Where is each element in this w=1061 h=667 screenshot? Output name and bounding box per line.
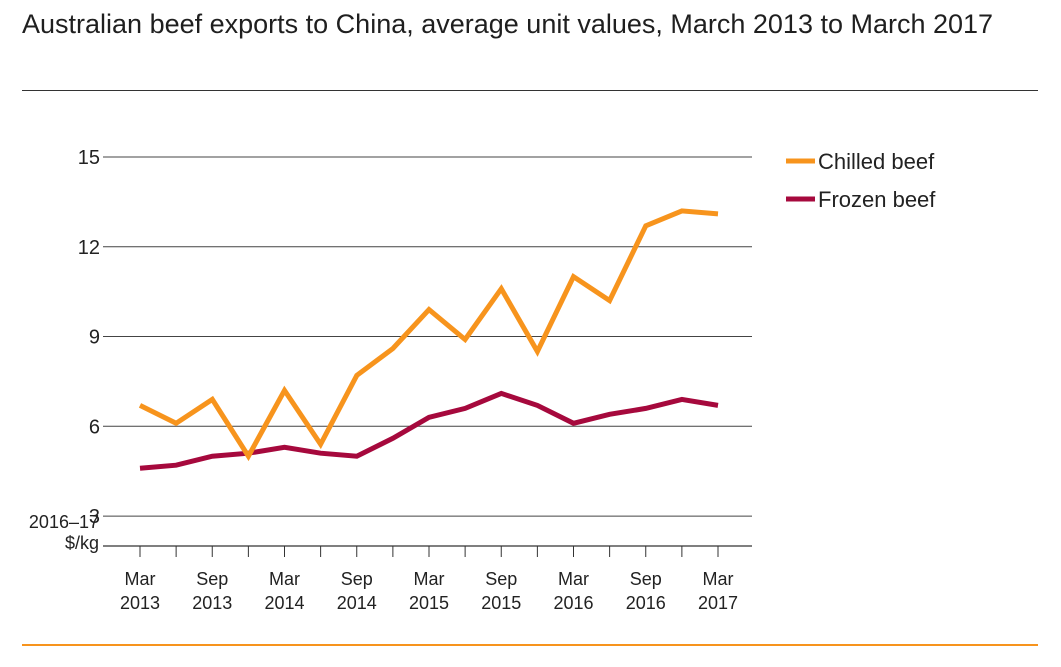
- x-tick-label: Mar: [125, 569, 156, 589]
- legend-label-chilled-beef: Chilled beef: [818, 149, 935, 174]
- x-tick-label: 2013: [120, 593, 160, 613]
- x-tick-label: 2015: [409, 593, 449, 613]
- legend: Chilled beef Frozen beef: [786, 149, 936, 212]
- series-lines: [138, 208, 719, 471]
- y-tick-label-12: 12: [78, 237, 100, 259]
- x-tick-label: 2014: [337, 593, 377, 613]
- x-tick-label: 2014: [264, 593, 304, 613]
- y-axis-label-line1: 2016–17: [29, 512, 99, 532]
- x-tick-label: 2016: [626, 593, 666, 613]
- legend-label-frozen-beef: Frozen beef: [818, 187, 936, 212]
- gridlines: [103, 156, 752, 517]
- x-tick-label: Sep: [196, 569, 228, 589]
- x-axis: Mar 2013 Sep 2013 Mar 2014 Sep 2014 Mar 2015 Sep 20…: [103, 545, 752, 613]
- y-axis-label-line2: $/kg: [65, 533, 99, 553]
- x-tick-label: 2016: [553, 593, 593, 613]
- x-tick-label: 2013: [192, 593, 232, 613]
- y-tick-label-6: 6: [89, 416, 100, 438]
- y-tick-label-9: 9: [89, 327, 100, 349]
- y-tick-label-3: 3: [89, 506, 100, 528]
- x-tick-label: Mar: [269, 569, 300, 589]
- footer-divider: [22, 644, 1038, 646]
- y-tick-label-15: 15: [78, 147, 100, 169]
- x-tick-label: Mar: [558, 569, 589, 589]
- x-tick-label: Sep: [485, 569, 517, 589]
- chart-title: Australian beef exports to China, averag…: [22, 9, 994, 39]
- x-tick-label: Sep: [630, 569, 662, 589]
- x-tick-label: Mar: [703, 569, 734, 589]
- series-line-chilled-beef: [138, 208, 719, 462]
- x-tick-label: 2015: [481, 593, 521, 613]
- x-tick-label: Mar: [414, 569, 445, 589]
- x-tick-label: 2017: [698, 593, 738, 613]
- title-divider: [22, 90, 1038, 91]
- x-tick-label: Sep: [341, 569, 373, 589]
- series-line-frozen-beef: [139, 390, 719, 471]
- y-axis-ticks: 3 6 9 12 15: [78, 147, 100, 528]
